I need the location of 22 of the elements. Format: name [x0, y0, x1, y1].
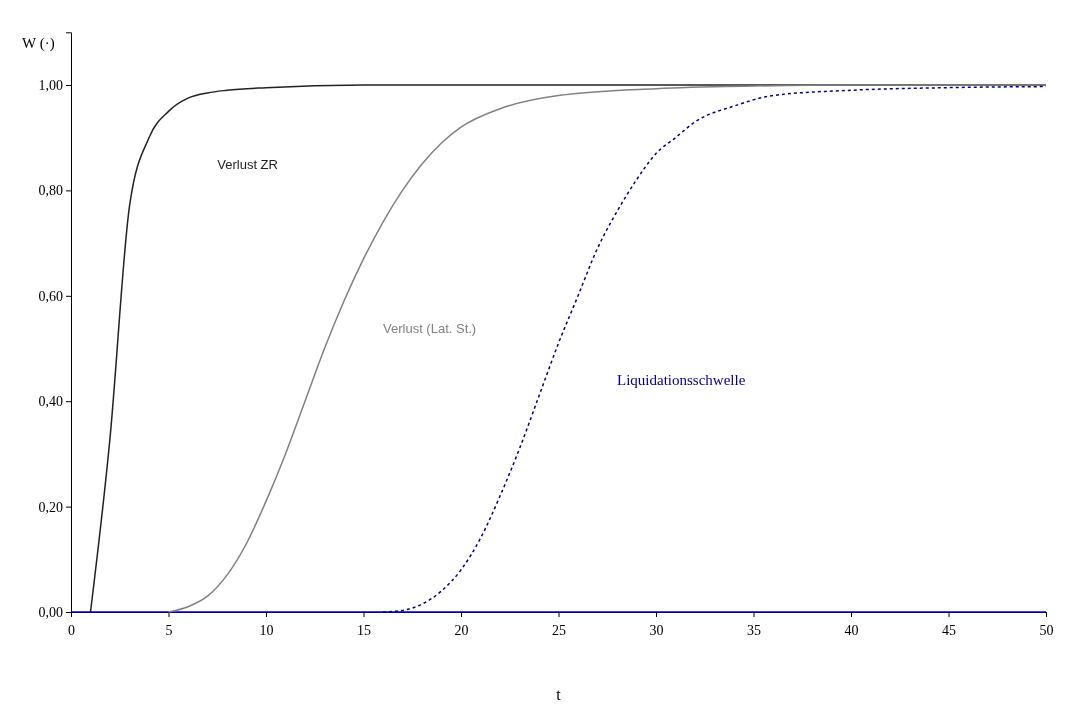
x-tick-label: 50	[1039, 623, 1054, 639]
x-tick-label: 15	[357, 623, 371, 639]
x-tick-label: 25	[552, 623, 566, 639]
x-tick-label: 45	[942, 623, 956, 639]
x-axis-title: t	[556, 686, 562, 703]
x-tick-label: 10	[259, 623, 274, 639]
x-tick-label: 30	[649, 623, 664, 639]
y-tick-label: 0,60	[38, 288, 63, 304]
y-tick-label: 0,20	[38, 499, 63, 515]
x-tick-label: 5	[165, 623, 173, 639]
y-tick-label: 1,00	[38, 77, 63, 93]
y-axis-title: W (·)	[22, 35, 55, 52]
x-tick-label: 20	[454, 623, 469, 639]
x-tick-label: 40	[844, 623, 859, 639]
y-tick-label: 0,40	[38, 394, 63, 410]
text: Liquidationsschwelle	[617, 372, 746, 389]
y-tick-label: 0,80	[38, 183, 63, 199]
text: Verlust ZR	[217, 157, 278, 173]
x-tick-label: 0	[68, 623, 75, 639]
y-tick-label: 0,00	[38, 604, 63, 620]
x-tick-label: 35	[747, 623, 761, 639]
text: Verlust (Lat. St.)	[383, 320, 477, 336]
